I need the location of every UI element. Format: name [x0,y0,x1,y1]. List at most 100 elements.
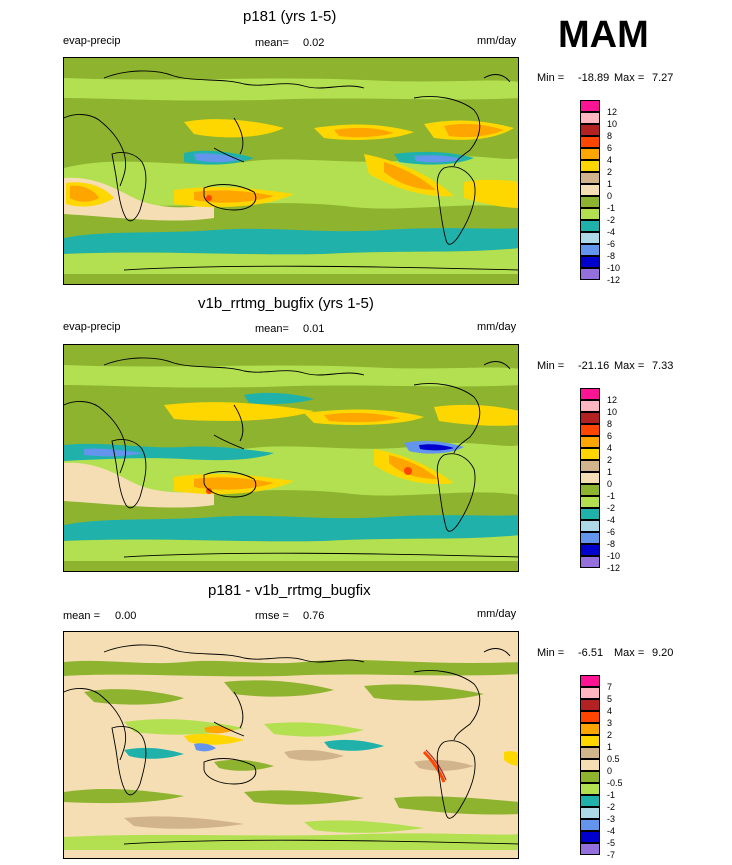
panel3-colorbar-swatch [580,723,600,735]
panel2-colorbar-label: 1 [607,467,613,477]
panel3-colorbar-label: 2 [607,730,613,740]
panel3-colorbar-label: 0 [607,766,613,776]
panel1-colorbar-label: 1 [607,179,613,189]
panel3-colorbar-swatch [580,687,600,699]
panel2-colorbar-label: 12 [607,395,618,405]
panel2-mean-label: mean= [255,323,289,335]
panel1-colorbar-swatch [580,124,600,136]
panel2-colorbar-swatch [580,412,600,424]
panel3-colorbar-label: 0.5 [607,754,620,764]
panel2-max-label: Max = [614,360,645,372]
panel1-colorbar-swatch [580,268,600,280]
panel2-colorbar-swatch [580,532,600,544]
panel2-min-value: -21.16 [578,360,610,372]
panel1-mean-label: mean= [255,37,289,49]
panel2-colorbar-label: -2 [607,503,616,513]
panel2-colorbar-label: 10 [607,407,618,417]
panel1-colorbar-swatch [580,100,600,112]
panel1-colorbar-swatch [580,244,600,256]
panel1-colorbar-swatch [580,196,600,208]
panel3-max-value: 9.20 [652,647,674,659]
panel1-colorbar-label: 4 [607,155,613,165]
panel1-min-label: Min = [537,72,565,84]
panel3-title: p181 - v1b_rrtmg_bugfix [208,582,371,599]
panel2-colorbar-label: -12 [607,563,621,573]
panel2-variable: evap-precip [63,321,121,333]
panel1-colorbar-label: -8 [607,251,616,261]
panel3-colorbar-label: -4 [607,826,616,836]
panel3-colorbar-label: 1 [607,742,613,752]
panel3-colorbar-swatch [580,807,600,819]
panel2-title: v1b_rrtmg_bugfix (yrs 1-5) [198,295,374,312]
panel3-colorbar-label: 5 [607,694,613,704]
panel3-mean-value: 0.00 [115,610,137,622]
panel3-colorbar-swatch [580,699,600,711]
panel1-colorbar-swatch [580,112,600,124]
panel2-colorbar-swatch [580,460,600,472]
panel3-map-field [64,644,518,858]
panel1-colorbar-label: -1 [607,203,616,213]
panel2-colorbar-label: 6 [607,431,613,441]
panel1-colorbar-swatch [580,148,600,160]
panel1-colorbar-label: 6 [607,143,613,153]
panel3-colorbar-label: -7 [607,850,616,860]
panel3-rmse-label: rmse = [255,610,289,622]
panel2-colorbar-label: -10 [607,551,621,561]
panel2-map-field [64,357,518,571]
panel3-mean-label: mean = [63,610,100,622]
panel2-colorbar-label: -4 [607,515,616,525]
panel1-map [63,57,519,285]
panel1-variable: evap-precip [63,35,121,47]
panel2-colorbar-swatch [580,508,600,520]
panel2-colorbar-swatch [580,424,600,436]
panel3-colorbar-swatch [580,819,600,831]
panel3-colorbar-label: -2 [607,802,616,812]
panel3-colorbar-label: 3 [607,718,613,728]
panel3-colorbar-swatch [580,711,600,723]
panel1-colorbar-swatch [580,184,600,196]
panel3-colorbar-swatch [580,795,600,807]
panel1-max-label: Max = [614,72,645,84]
panel2-units: mm/day [477,321,517,333]
panel2-colorbar-label: 2 [607,455,613,465]
panel2-colorbar-swatch [580,472,600,484]
panel2-min-label: Min = [537,360,565,372]
panel1-colorbar-label: -12 [607,275,621,285]
panel3-colorbar-swatch [580,759,600,771]
panel1-colorbar-label: -6 [607,239,616,249]
panel3-units: mm/day [477,608,517,620]
panel3-colorbar-swatch [580,735,600,747]
panel1-colorbar-swatch [580,208,600,220]
panel3-min-value: -6.51 [578,647,604,659]
panel1-colorbar-label: 2 [607,167,613,177]
panel3-colorbar-swatch [580,771,600,783]
panel3-rmse-value: 0.76 [303,610,325,622]
panel2-colorbar-label: -1 [607,491,616,501]
panel2-colorbar-label: 4 [607,443,613,453]
panel2-map [63,344,519,572]
panel1-colorbar-label: -2 [607,215,616,225]
panel1-min-value: -18.89 [578,72,610,84]
panel3-colorbar-swatch [580,843,600,855]
panel2-colorbar-swatch [580,388,600,400]
panel1-colorbar-swatch [580,256,600,268]
panel3-colorbar-swatch [580,831,600,843]
panel1-colorbar-swatch [580,160,600,172]
panel1-title: p181 (yrs 1-5) [243,8,337,25]
panel2-colorbar-label: 8 [607,419,613,429]
panel1-coastlines [64,70,518,271]
panel2-colorbar-swatch [580,400,600,412]
panel2-colorbar-swatch [580,436,600,448]
panel1-mean-value: 0.02 [303,37,325,49]
panel1-colorbar-label: -4 [607,227,616,237]
panel2-colorbar-swatch [580,484,600,496]
panel3-colorbar-label: 7 [607,682,613,692]
season-label: MAM [558,14,649,56]
panel1-colorbar-swatch [580,136,600,148]
panel3-field-contours [64,660,518,858]
panel3-colorbar-swatch [580,783,600,795]
panel2-colorbar-swatch [580,448,600,460]
panel2-colorbar-label: -8 [607,539,616,549]
panel1-colorbar-label: -10 [607,263,621,273]
panel2-colorbar-swatch [580,496,600,508]
